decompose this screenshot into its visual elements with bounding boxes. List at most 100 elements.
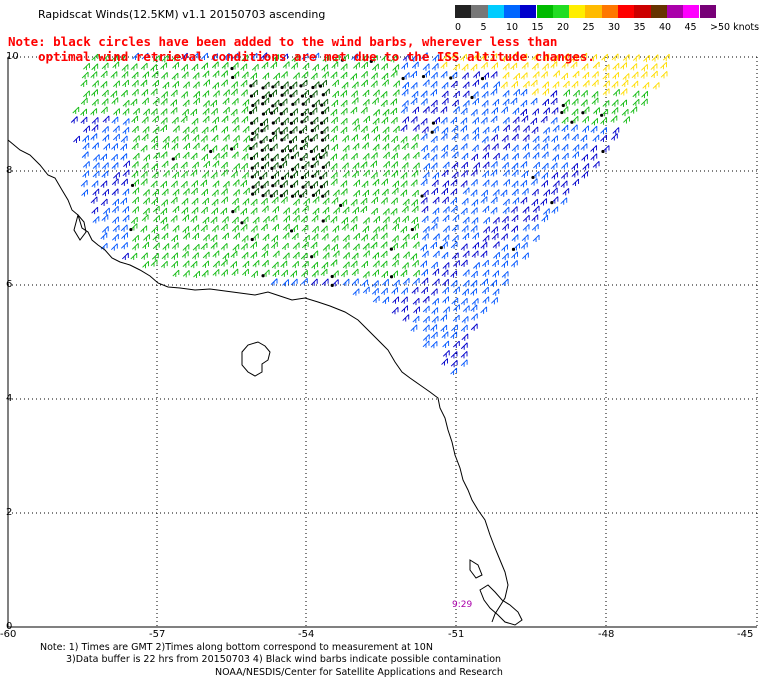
wind-barb	[341, 81, 349, 90]
wind-barb	[201, 269, 209, 278]
contamination-dot	[439, 246, 443, 250]
wind-barb	[360, 205, 368, 214]
wind-barb	[441, 251, 449, 260]
contamination-dot	[250, 121, 254, 125]
wind-barb	[520, 72, 528, 80]
wind-barb	[301, 52, 309, 61]
wind-barb	[430, 88, 438, 97]
wind-barb	[311, 270, 319, 278]
wind-barb	[413, 306, 420, 314]
wind-barb	[91, 89, 98, 97]
wind-barb	[121, 178, 128, 186]
wind-barb	[241, 115, 249, 124]
wind-barb	[502, 98, 510, 106]
wind-barb	[522, 80, 530, 89]
wind-barb	[543, 107, 550, 115]
contamination-dot	[319, 176, 323, 180]
wind-barb	[441, 331, 449, 339]
wind-barb	[142, 207, 150, 216]
wind-barb	[390, 55, 398, 63]
wind-barb	[482, 296, 490, 304]
wind-barb	[401, 162, 409, 170]
wind-barb	[101, 214, 109, 222]
wind-barb	[212, 70, 220, 78]
wind-barb	[380, 287, 388, 295]
wind-barb	[473, 162, 480, 170]
wind-barb	[552, 124, 560, 133]
wind-barb	[460, 180, 468, 188]
wind-barb	[402, 251, 410, 259]
wind-barb	[130, 216, 138, 225]
wind-barb	[301, 205, 309, 213]
wind-barb	[602, 72, 610, 81]
contamination-dot	[290, 194, 295, 198]
wind-barb	[480, 241, 488, 250]
wind-barb	[590, 153, 598, 161]
wind-barb	[532, 143, 540, 151]
wind-barb	[522, 206, 530, 214]
wind-barb	[382, 208, 390, 216]
wind-barb	[502, 90, 510, 98]
wind-barb	[181, 207, 189, 215]
wind-barb	[283, 215, 290, 223]
legend-swatch	[650, 5, 667, 18]
wind-barb	[531, 126, 539, 134]
wind-barb	[200, 179, 208, 187]
wind-barb	[420, 260, 427, 268]
wind-barb	[372, 252, 379, 260]
wind-barb	[240, 63, 248, 71]
contamination-dot	[249, 84, 253, 88]
wind-barb	[170, 99, 177, 107]
wind-barb	[182, 244, 190, 252]
contamination-dot	[250, 237, 254, 242]
wind-barb	[501, 244, 508, 252]
wind-barb	[83, 62, 90, 71]
contamination-dot	[581, 111, 585, 115]
wind-barb	[572, 89, 580, 98]
contamination-dot	[311, 157, 316, 161]
wind-barb	[400, 124, 408, 132]
wind-barb	[492, 216, 500, 225]
wind-barb	[351, 81, 359, 89]
wind-barb	[372, 143, 380, 152]
wind-barb	[533, 161, 540, 170]
footer-note-2: 3)Data buffer is 22 hrs from 20150703 4)…	[66, 654, 502, 665]
wind-barb	[421, 268, 428, 277]
wind-barb	[543, 189, 550, 197]
wind-barb	[451, 324, 458, 332]
wind-barb	[331, 243, 338, 252]
wind-barb	[192, 72, 200, 80]
wind-barb	[492, 241, 500, 249]
wind-barb	[112, 224, 120, 233]
coastline-delta	[479, 584, 523, 626]
wind-barb	[390, 98, 398, 106]
wind-barb	[101, 89, 109, 97]
wind-barb	[181, 250, 189, 259]
wind-barb	[420, 244, 427, 252]
wind-barb	[550, 97, 558, 106]
contamination-dot	[330, 274, 334, 279]
wind-barb	[321, 233, 329, 241]
wind-barb	[210, 242, 218, 250]
wind-barb	[522, 143, 529, 151]
wind-barb	[402, 233, 410, 242]
footer-credit: NOAA/NESDIS/Center for Satellite Applica…	[215, 667, 503, 678]
contamination-dot	[309, 94, 313, 99]
wind-barb	[481, 136, 489, 144]
wind-barb	[401, 62, 408, 70]
wind-barb	[182, 188, 190, 196]
wind-barb	[132, 187, 140, 195]
wind-barb	[330, 215, 338, 224]
wind-barb	[412, 106, 419, 114]
wind-barb	[372, 295, 380, 303]
wind-barb	[412, 151, 420, 160]
wind-barb	[601, 53, 609, 62]
contamination-dot	[311, 193, 316, 197]
wind-barb	[510, 62, 518, 70]
wind-barb	[212, 152, 220, 161]
wind-barb	[511, 180, 519, 188]
wind-barb	[140, 225, 148, 233]
wind-barb	[342, 234, 350, 242]
contamination-dot	[389, 275, 394, 279]
